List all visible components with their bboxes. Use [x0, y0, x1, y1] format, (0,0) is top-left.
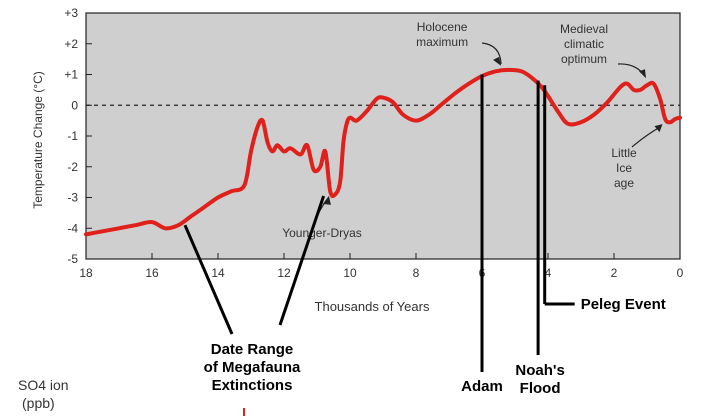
- annotation-holocene-maximum: Holocene maximum: [416, 20, 468, 49]
- y-tick-label: +1: [64, 68, 78, 82]
- y-tick-label: -1: [67, 129, 78, 143]
- y-tick-label: -3: [67, 191, 78, 205]
- x-tick-label: 14: [211, 266, 225, 280]
- noahs-flood-label: Noah's Flood: [515, 362, 564, 397]
- x-axis-label: Thousands of Years: [315, 299, 430, 314]
- x-tick-label: 12: [277, 266, 291, 280]
- y-tick-label: -2: [67, 160, 78, 174]
- adam-label: Adam: [461, 378, 503, 395]
- x-tick-label: 0: [677, 266, 684, 280]
- annotation-little-ice-age: Little Ice age: [611, 146, 637, 190]
- x-tick-label: 8: [413, 266, 420, 280]
- annotation-arrowhead: [322, 195, 331, 205]
- x-tick-label: 2: [611, 266, 618, 280]
- y-axis-label: Temperature Change (°C): [31, 71, 45, 209]
- so4-label-line2: (ppb): [22, 395, 55, 411]
- x-tick-label: 18: [79, 266, 93, 280]
- so4-label-line1: SO4 ion: [18, 377, 69, 393]
- x-tick-label: 16: [145, 266, 159, 280]
- y-tick-label: 0: [71, 98, 78, 112]
- plot-area: [85, 12, 681, 260]
- x-tick-label: 4: [545, 266, 552, 280]
- megafauna-range-left-line: [183, 224, 234, 335]
- temperature-series-line: [84, 67, 682, 237]
- y-tick-label: +2: [64, 37, 78, 51]
- y-tick-label: -5: [67, 252, 78, 266]
- y-tick-label: -4: [67, 221, 78, 235]
- y-tick-label: +3: [64, 6, 78, 20]
- megafauna-range-right-line: [278, 195, 326, 326]
- annotation-younger-dryas: Younger-Dryas: [282, 226, 362, 240]
- peleg-event-label: Peleg Event: [581, 296, 666, 313]
- x-tick-label: 10: [343, 266, 357, 280]
- annotation-arrow: [482, 42, 502, 64]
- annotation-medieval-optimum: Medieval climatic optimum: [560, 22, 608, 66]
- annotation-arrowhead: [493, 56, 502, 66]
- annotation-arrowhead: [654, 124, 663, 133]
- megafauna-extinctions-label: Date Range of Megafauna Extinctions: [204, 341, 301, 394]
- annotation-arrowhead: [639, 69, 646, 79]
